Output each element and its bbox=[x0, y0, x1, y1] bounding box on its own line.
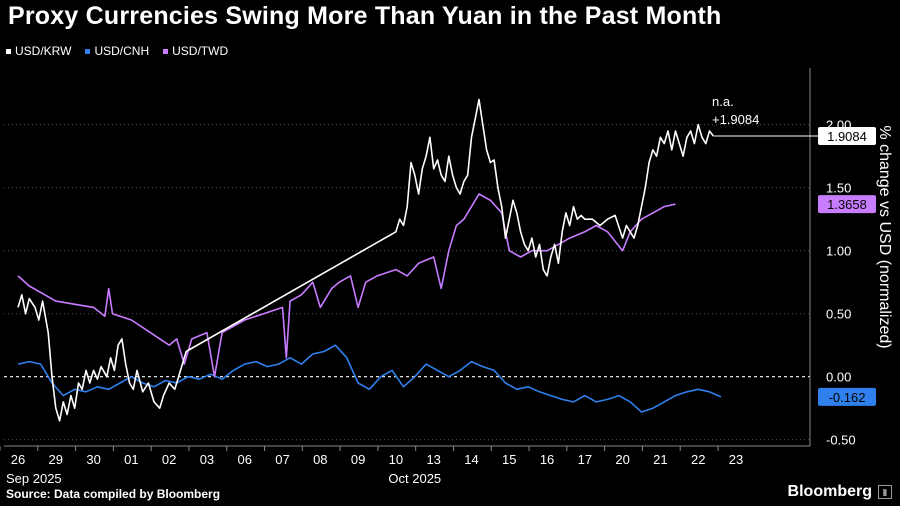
last-value-text: 1.3658 bbox=[827, 197, 867, 212]
series-line-usd-krw bbox=[17, 98, 714, 422]
last-value-badge bbox=[818, 127, 876, 146]
x-tick-label: 09 bbox=[351, 452, 365, 467]
x-tick-label: 03 bbox=[200, 452, 214, 467]
x-tick-label: 15 bbox=[502, 452, 516, 467]
x-tick-label: 26 bbox=[11, 452, 25, 467]
last-value-text: 1.9084 bbox=[827, 129, 867, 144]
series-line-usd-twd bbox=[17, 193, 676, 378]
y-tick-label: 0.50 bbox=[826, 307, 851, 322]
series-line-usd-cnh bbox=[17, 344, 722, 413]
legend-label-twd: USD/TWD bbox=[172, 44, 229, 58]
legend-label-cnh: USD/CNH bbox=[94, 44, 150, 58]
x-tick-label: 30 bbox=[86, 452, 100, 467]
last-value-text: -0.162 bbox=[829, 390, 866, 405]
y-tick-label: -0.50 bbox=[826, 433, 856, 448]
x-tick-label: 07 bbox=[275, 452, 289, 467]
legend-swatch-twd bbox=[163, 48, 169, 54]
annotation-na: n.a. bbox=[712, 94, 734, 109]
legend-label-krw: USD/KRW bbox=[15, 44, 72, 58]
last-value-badge bbox=[818, 195, 876, 214]
source-note: Source: Data compiled by Bloomberg bbox=[6, 487, 221, 501]
legend-item-cnh: USD/CNH bbox=[85, 44, 149, 58]
x-tick-label: 10 bbox=[389, 452, 403, 467]
legend-item-krw: USD/KRW bbox=[6, 44, 71, 58]
x-tick-label: 29 bbox=[49, 452, 63, 467]
y-tick-label: 1.50 bbox=[826, 181, 851, 196]
x-tick-label: 14 bbox=[464, 452, 478, 467]
x-tick-label: 16 bbox=[540, 452, 554, 467]
x-tick-label: 17 bbox=[578, 452, 592, 467]
x-tick-label: 22 bbox=[691, 452, 705, 467]
legend-swatch-krw bbox=[6, 48, 11, 54]
x-tick-label: 20 bbox=[615, 452, 629, 467]
x-tick-label: 13 bbox=[426, 452, 440, 467]
month-label: Oct 2025 bbox=[388, 471, 441, 486]
last-value-badge bbox=[818, 387, 876, 406]
legend-item-twd: USD/TWD bbox=[163, 44, 228, 58]
x-tick-label: 23 bbox=[729, 452, 743, 467]
brand-name: Bloomberg bbox=[787, 483, 872, 500]
chart-icon[interactable]: ▮ bbox=[878, 485, 892, 499]
x-tick-label: 02 bbox=[162, 452, 176, 467]
chart-title: Proxy Currencies Swing More Than Yuan in… bbox=[8, 2, 722, 30]
month-label: Sep 2025 bbox=[6, 471, 62, 486]
x-tick-label: 01 bbox=[124, 452, 138, 467]
x-tick-label: 08 bbox=[313, 452, 327, 467]
x-tick-label: 06 bbox=[238, 452, 252, 467]
x-tick-label: 21 bbox=[653, 452, 667, 467]
annotation-value: +1.9084 bbox=[712, 112, 759, 127]
legend: USD/KRW USD/CNH USD/TWD bbox=[6, 44, 228, 58]
y-tick-label: 0.00 bbox=[826, 370, 851, 385]
legend-swatch-cnh bbox=[85, 48, 91, 54]
bloomberg-logo: Bloomberg ▮ bbox=[788, 483, 892, 501]
y-axis-label: % change vs USD (normalized) bbox=[876, 125, 893, 348]
y-tick-label: 1.00 bbox=[826, 244, 851, 259]
